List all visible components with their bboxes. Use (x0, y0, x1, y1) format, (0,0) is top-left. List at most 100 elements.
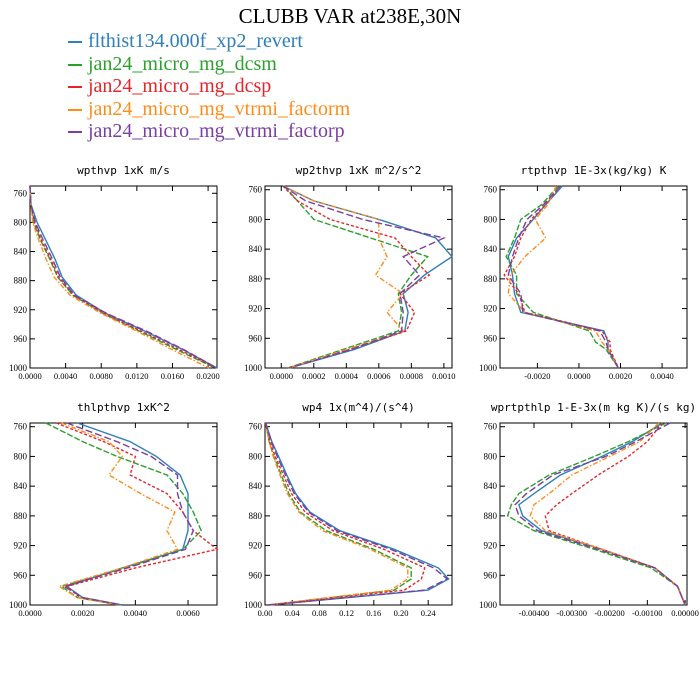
series-line (282, 185, 454, 369)
series-line (507, 185, 620, 369)
x-tick-label: 0.0010 (432, 371, 455, 381)
series-line (57, 422, 179, 606)
y-tick-label: 800 (14, 451, 28, 461)
panel-title: wp2thvp 1xK m^2/s^2 (296, 164, 422, 177)
y-tick-label: 960 (249, 570, 263, 580)
series-line (265, 422, 409, 606)
series-line (45, 422, 203, 606)
x-tick-label: 0.0060 (176, 608, 199, 618)
x-tick-label: 0.04 (285, 608, 301, 618)
panel-title: thlpthvp 1xK^2 (77, 401, 170, 414)
y-tick-label: 960 (14, 570, 28, 580)
x-tick-label: 0.0000 (270, 371, 293, 381)
y-tick-label: 880 (249, 274, 263, 284)
series-line (507, 185, 620, 369)
y-tick-label: 840 (484, 244, 498, 254)
x-tick-label: 0.0120 (125, 371, 148, 381)
legend-item: jan24_micro_mg_vtrmi_factorm (68, 98, 350, 121)
y-tick-label: 760 (484, 422, 498, 432)
plot-frame (499, 185, 688, 369)
y-tick-label: 760 (14, 188, 28, 198)
x-tick-label: 0.0000 (567, 371, 590, 381)
x-tick-label: 0.0040 (650, 371, 673, 381)
panel-title: wpthvp 1xK m/s (77, 164, 170, 177)
series-line (29, 185, 210, 369)
y-tick-label: 800 (484, 451, 498, 461)
x-tick-label: 0.0200 (196, 371, 219, 381)
x-tick-label: 0.00000 (671, 608, 699, 618)
x-tick-label: 0.0006 (367, 371, 390, 381)
panel-title: wprtpthlp 1-E-3x(m kg K)/(s kg) (491, 401, 696, 414)
legend-swatch (68, 131, 82, 134)
x-tick-label: -0.0020 (524, 371, 550, 381)
x-tick-label: 0.0000 (18, 371, 41, 381)
x-tick-label: 0.0004 (335, 371, 359, 381)
y-tick-label: 920 (249, 541, 263, 551)
x-tick-label: 0.0080 (90, 371, 113, 381)
x-tick-label: 0.24 (421, 608, 437, 618)
legend-label: jan24_micro_mg_dcsp (88, 75, 272, 97)
y-tick-label: 960 (484, 333, 498, 343)
legend-item: jan24_micro_mg_vtrmi_factorp (68, 120, 350, 143)
y-tick-label: 880 (14, 276, 28, 286)
x-tick-label: 0.08 (312, 608, 327, 618)
y-tick-label: 920 (249, 304, 263, 314)
y-tick-label: 880 (249, 511, 263, 521)
y-tick-label: 760 (249, 185, 263, 195)
y-tick-label: 880 (484, 274, 498, 284)
y-tick-label: 800 (249, 214, 263, 224)
series-line (518, 422, 686, 606)
legend-label: jan24_micro_mg_vtrmi_factorm (88, 97, 351, 120)
x-tick-label: 0.0020 (609, 371, 632, 381)
x-tick-label: 0.0020 (71, 608, 94, 618)
y-tick-label: 1000 (9, 600, 28, 610)
series-line (62, 422, 195, 606)
y-tick-label: 840 (249, 244, 263, 254)
series-line (503, 185, 620, 369)
page-title: CLUBB VAR at238E,30N (238, 4, 462, 28)
x-tick-label: -0.00100 (632, 608, 662, 618)
y-tick-label: 1000 (9, 363, 28, 373)
y-tick-label: 1000 (479, 600, 498, 610)
series-line (283, 185, 429, 369)
panel-title: wp4 1x(m^4)/(s^4) (302, 401, 415, 414)
x-tick-label: -0.00200 (594, 608, 624, 618)
x-tick-label: 0.00 (258, 608, 273, 618)
y-tick-label: 880 (484, 511, 498, 521)
series-line (282, 185, 431, 369)
legend-swatch (68, 86, 82, 89)
legend-swatch (68, 41, 82, 44)
y-tick-label: 800 (249, 451, 263, 461)
y-tick-label: 760 (14, 422, 28, 432)
y-tick-label: 760 (249, 422, 263, 432)
legend-swatch (68, 108, 82, 111)
series-line (529, 422, 686, 606)
y-tick-label: 960 (249, 333, 263, 343)
x-tick-label: 0.0008 (400, 371, 423, 381)
x-tick-label: 0.0040 (124, 608, 147, 618)
series-line (265, 422, 450, 606)
series-line (507, 185, 620, 369)
y-tick-label: 960 (14, 334, 28, 344)
y-tick-label: 840 (484, 481, 498, 491)
legend-label: flthist134.000f_xp2_revert (88, 30, 303, 52)
y-tick-label: 840 (249, 481, 263, 491)
y-tick-label: 840 (14, 247, 28, 257)
y-tick-label: 840 (14, 481, 28, 491)
plot-frame (499, 422, 688, 606)
legend-label: jan24_micro_mg_dcsm (88, 52, 277, 75)
x-tick-label: 0.16 (366, 608, 381, 618)
x-tick-label: 0.12 (339, 608, 354, 618)
plot-frame (264, 185, 453, 369)
y-tick-label: 880 (14, 511, 28, 521)
series-line (265, 422, 412, 606)
y-tick-label: 1000 (244, 600, 263, 610)
y-tick-label: 920 (14, 541, 28, 551)
plot-frame (29, 422, 218, 606)
legend: flthist134.000f_xp2_revert jan24_micro_m… (68, 30, 350, 143)
legend-item: flthist134.000f_xp2_revert (68, 30, 350, 53)
panel-title: rtpthvp 1E-3x(kg/kg) K (521, 164, 667, 177)
legend-label: jan24_micro_mg_vtrmi_factorp (88, 120, 345, 142)
y-tick-label: 920 (484, 304, 498, 314)
